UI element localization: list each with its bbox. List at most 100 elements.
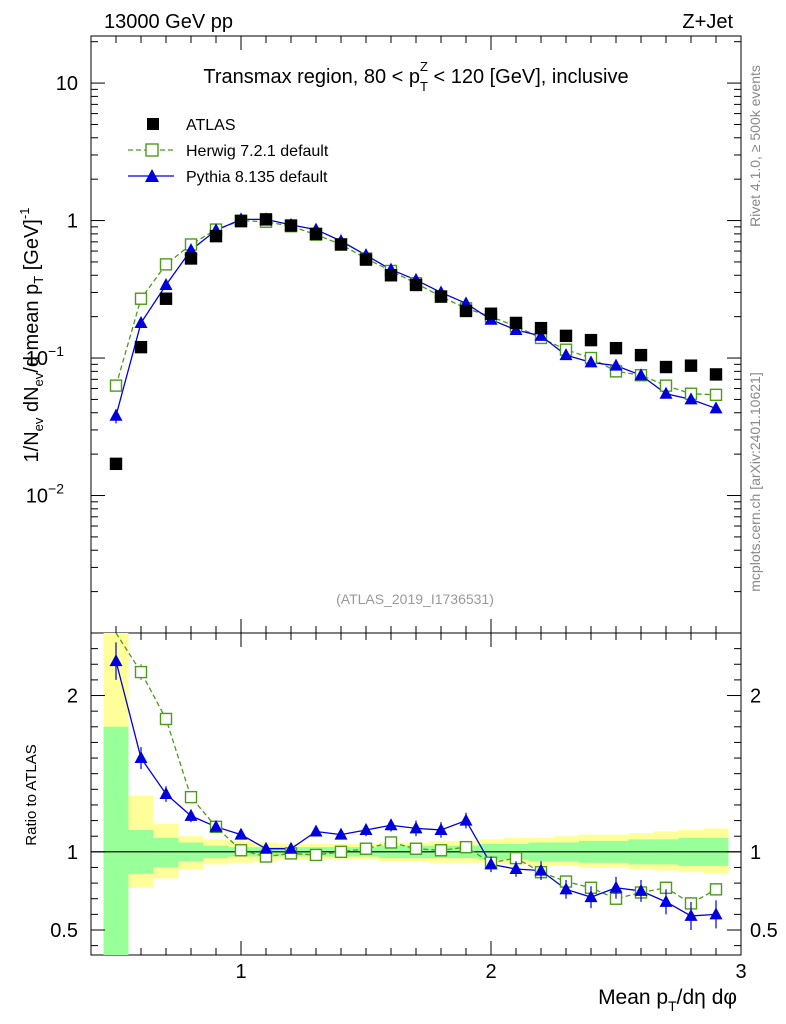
pythia-point	[109, 408, 123, 421]
atlas-point	[159, 292, 173, 305]
x-tick-label: 2	[485, 961, 496, 983]
pythia-point	[534, 328, 548, 341]
atlas-point	[184, 252, 198, 265]
atlas-point	[559, 329, 573, 343]
herwig-ratio-point	[234, 844, 248, 857]
pythia-ratio-point	[184, 808, 198, 821]
atlas-point	[659, 360, 673, 374]
main-y-tick-label: 10−1	[26, 343, 64, 370]
ratio-band-yellow	[103, 633, 729, 955]
herwig-ratio-point	[334, 845, 348, 859]
pythia-ratio-point	[409, 821, 423, 834]
atlas-point	[334, 238, 348, 251]
process-label: Z+Jet	[682, 11, 733, 33]
pythia-line	[115, 218, 717, 416]
ratio-y-axis-label: Ratio to ATLAS	[23, 744, 40, 845]
pythia-ratio-point	[509, 862, 523, 875]
pythia-ratio-point	[209, 819, 223, 832]
pythia-point	[709, 401, 723, 414]
herwig-ratio-point	[434, 844, 448, 857]
herwig-ratio-point	[184, 790, 198, 804]
herwig-ratio-point	[159, 712, 173, 726]
ratio-y-tick-label-right: 0.5	[750, 920, 778, 942]
pythia-point	[184, 243, 198, 256]
x-tick-label: 3	[735, 961, 746, 983]
legend-marker-herwig	[145, 143, 159, 157]
pythia-ratio-point	[484, 857, 498, 870]
pythia-ratio-point	[284, 841, 298, 854]
pythia-ratio-point	[134, 751, 148, 764]
atlas-point	[509, 316, 523, 330]
herwig-point	[159, 258, 173, 271]
pythia-point	[609, 358, 623, 371]
atlas-point	[459, 304, 473, 318]
main-title: Transmax region, 80 < pZ T < 120 [GeV], i…	[203, 59, 628, 94]
herwig-point	[709, 388, 723, 402]
pythia-point	[134, 315, 148, 328]
herwig-ratio-point	[409, 842, 423, 855]
pythia-ratio-point	[534, 863, 548, 876]
pythia-point	[684, 392, 698, 405]
legend-marker-atlas	[147, 118, 159, 130]
legend: ATLAS Herwig 7.2.1 default Pythia 8.135 …	[128, 117, 329, 186]
pythia-ratio-line	[115, 660, 717, 917]
herwig-ratio-point	[134, 665, 148, 679]
x-tick-label: 1	[235, 961, 246, 983]
x-axis-label: Mean pT/dη dφ	[598, 986, 737, 1014]
atlas-point	[234, 214, 248, 228]
legend-label-herwig: Herwig 7.2.1 default	[186, 143, 329, 160]
main-y-tick-label: 1	[67, 211, 78, 233]
atlas-point	[134, 340, 148, 354]
ratio-y-tick-label-left: 2	[67, 686, 78, 708]
legend-label-pythia: Pythia 8.135 default	[186, 169, 328, 186]
ratio-y-tick-label-right: 1	[750, 842, 761, 864]
main-panel: 10 1 10−1 10−2	[26, 36, 742, 634]
main-y-tick-label: 10−2	[26, 481, 64, 508]
pythia-ratio-point	[584, 890, 598, 903]
analysis-id: (ATLAS_2019_I1736531)	[336, 591, 494, 607]
main-y-tick-label: 10	[56, 73, 78, 95]
pythia-ratio-point	[459, 813, 473, 826]
herwig-point	[134, 292, 148, 305]
atlas-point	[709, 368, 723, 381]
pythia-point	[659, 386, 673, 399]
herwig-line	[115, 219, 717, 396]
herwig-ratio-point	[459, 840, 473, 854]
pythia-ratio-point	[334, 827, 348, 840]
atlas-point	[534, 321, 548, 335]
atlas-point	[384, 269, 398, 282]
atlas-point	[109, 457, 123, 471]
herwig-point	[109, 379, 123, 392]
ratio-panel: 1 2 3 2 2 1 1 0.5 0.5	[50, 632, 778, 983]
side-label-mcplots: mcplots.cern.ch [arXiv:2401.10621]	[747, 372, 763, 591]
herwig-ratio-point	[309, 848, 323, 862]
atlas-point	[684, 359, 698, 372]
ratio-band-green	[103, 726, 729, 955]
pythia-point	[584, 355, 598, 368]
main-y-axis-label: 1/Nev dNev/d mean pT [GeV]-1	[17, 208, 46, 463]
pythia-ratio-point	[309, 824, 323, 837]
pythia-ratio-point	[109, 654, 123, 667]
pythia-ratio-point	[684, 908, 698, 921]
pythia-ratio-point	[634, 883, 648, 896]
pythia-ratio-point	[234, 827, 248, 840]
atlas-point	[634, 348, 648, 362]
atlas-point	[434, 290, 448, 303]
ratio-y-tick-label-left: 0.5	[50, 920, 78, 942]
atlas-point	[584, 333, 598, 347]
pythia-ratio-point	[434, 822, 448, 835]
side-label-rivet: Rivet 4.1.0, ≥ 500k events	[747, 65, 763, 227]
herwig-ratio-point	[359, 842, 373, 855]
pythia-ratio-point	[359, 822, 373, 835]
atlas-point	[259, 213, 273, 226]
atlas-point	[409, 278, 423, 292]
pythia-ratio-point	[709, 907, 723, 920]
atlas-point	[484, 307, 498, 320]
legend-marker-pythia	[145, 169, 159, 182]
pythia-point	[634, 368, 648, 381]
pythia-point	[559, 348, 573, 361]
atlas-point	[284, 219, 298, 232]
ratio-y-tick-label-left: 1	[67, 842, 78, 864]
atlas-point	[359, 253, 373, 266]
pythia-ratio-point	[609, 880, 623, 893]
